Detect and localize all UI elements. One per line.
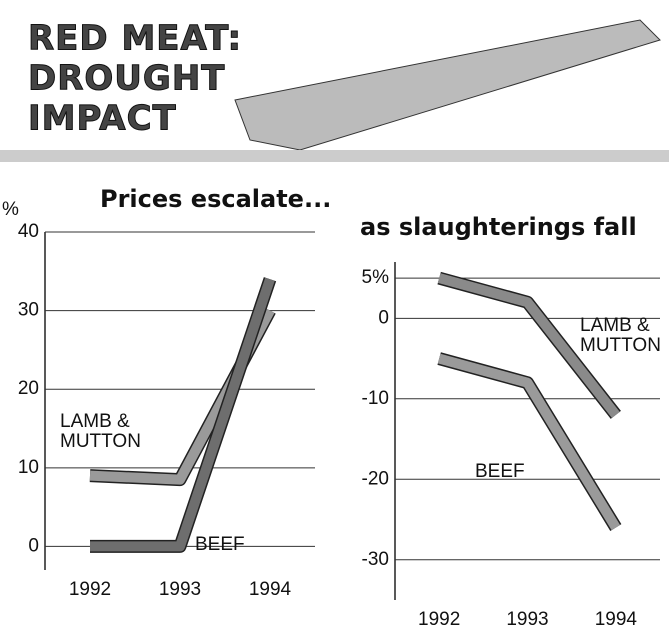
x-tick-label: 1994 (595, 609, 638, 630)
title-line: DROUGHT (28, 59, 225, 99)
y-tick-label: -30 (362, 549, 389, 570)
y-tick-label: 30 (18, 300, 39, 321)
y-tick-label: -20 (362, 468, 389, 489)
series-label: BEEF (475, 462, 575, 482)
y-tick-label: 0 (28, 535, 39, 556)
x-tick-label: 1993 (506, 609, 548, 630)
y-tick-label: 0 (378, 307, 389, 328)
series-label: LAMB & MUTTON (60, 412, 160, 452)
chart-subtitle: Prices escalate... (100, 185, 331, 213)
x-tick-label: 1993 (159, 579, 201, 600)
y-tick-label: -10 (362, 388, 389, 409)
chart: RED MEAT: DROUGHT IMPACT Prices escalate… (0, 0, 669, 640)
title-line: RED MEAT: (28, 19, 242, 59)
series-line-outline (90, 311, 270, 480)
x-tick-label: 1994 (249, 579, 292, 600)
x-tick-label: 1992 (69, 579, 111, 600)
y-tick-label: 10 (18, 457, 39, 478)
page: RED MEAT: DROUGHT IMPACT Prices escalate… (0, 0, 669, 640)
y-tick-label: 20 (18, 378, 39, 399)
x-tick-label: 1992 (418, 609, 460, 630)
series-line (90, 311, 270, 480)
chart-subtitle: as slaughterings fall (360, 213, 637, 241)
series-label: LAMB & MUTTON (580, 316, 669, 356)
y-axis-label: % (2, 199, 19, 220)
title-line: IMPACT (28, 99, 177, 139)
y-tick-label: 5% (362, 267, 390, 288)
series-label: BEEF (195, 535, 295, 555)
y-tick-label: 40 (18, 221, 39, 242)
